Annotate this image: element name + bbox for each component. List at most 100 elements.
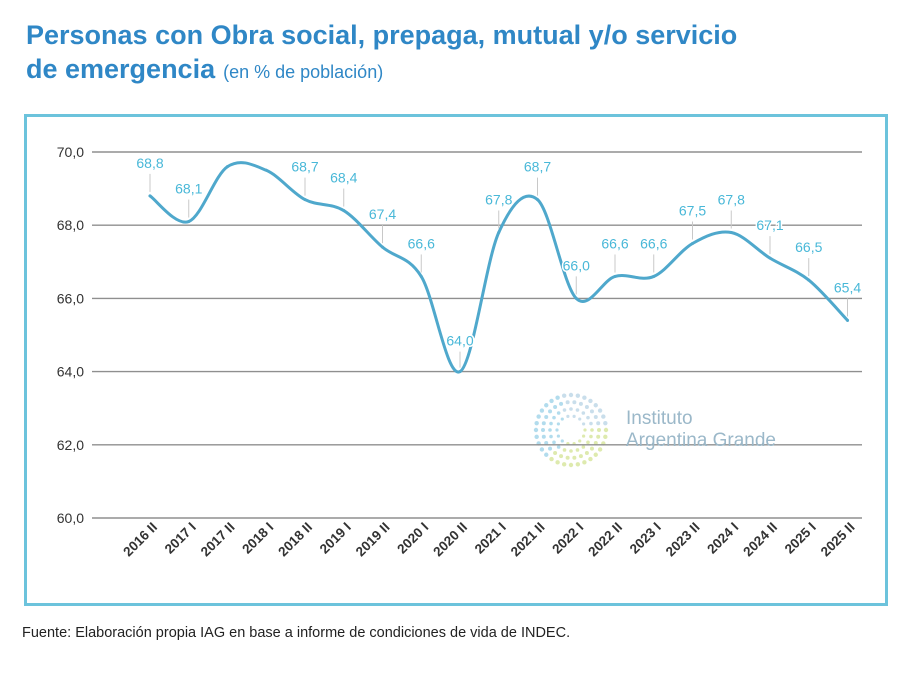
watermark-dot xyxy=(588,398,593,404)
x-tick-label: 2025 II xyxy=(818,520,858,560)
watermark-dot xyxy=(560,439,564,443)
data-point xyxy=(381,245,384,249)
watermark-dot xyxy=(575,393,581,398)
x-tick-label: 2018 II xyxy=(275,520,315,560)
x-tick-label: 2019 II xyxy=(353,520,393,560)
x-tick-label: 2023 I xyxy=(627,520,664,557)
data-point xyxy=(226,165,229,169)
watermark-dot xyxy=(568,392,574,398)
data-label: 68,7 xyxy=(291,159,318,175)
x-tick-label: 2022 II xyxy=(585,520,625,560)
watermark-dot xyxy=(593,452,598,457)
x-tick-label: 2021 II xyxy=(508,520,548,560)
watermark-line1: Instituto xyxy=(626,408,693,429)
watermark-dot xyxy=(562,408,567,412)
watermark-logo-icon xyxy=(533,392,609,468)
watermark-dot xyxy=(590,428,594,432)
watermark-dot xyxy=(536,414,541,419)
watermark-dot xyxy=(549,421,553,426)
x-tick-label: 2024 I xyxy=(704,520,741,557)
data-point xyxy=(187,220,191,224)
watermark-dot xyxy=(603,434,608,440)
data-label: 66,5 xyxy=(795,239,822,255)
watermark-dot xyxy=(582,422,586,426)
data-point xyxy=(303,198,307,202)
x-tick-label: 2025 I xyxy=(782,520,819,557)
watermark-dot xyxy=(565,400,570,405)
watermark-dot xyxy=(556,434,560,438)
watermark-dot xyxy=(549,398,554,404)
watermark-dot xyxy=(569,449,573,453)
x-tick-label: 2024 II xyxy=(740,520,780,560)
data-label: 68,1 xyxy=(175,181,202,197)
data-point xyxy=(342,209,346,213)
watermark-dot xyxy=(539,447,545,452)
watermark-dot xyxy=(544,403,549,408)
chart-title-line1: Personas con Obra social, prepaga, mutua… xyxy=(26,20,738,50)
watermark-dot xyxy=(561,462,567,467)
watermark-dot xyxy=(597,408,603,413)
watermark-dot xyxy=(552,415,556,420)
data-point xyxy=(613,274,617,278)
x-tick-label: 2021 I xyxy=(472,520,509,557)
watermark-dot xyxy=(565,455,570,460)
watermark-line2: Argentina Grande xyxy=(626,430,776,451)
data-point xyxy=(729,231,733,235)
watermark-dot xyxy=(589,409,594,414)
data-label: 67,1 xyxy=(756,217,783,233)
y-tick-label: 60,0 xyxy=(57,510,84,526)
data-label: 67,5 xyxy=(679,203,706,219)
series-line xyxy=(148,161,849,374)
data-point xyxy=(846,318,849,322)
watermark-dot xyxy=(596,421,601,426)
watermark-dot xyxy=(581,411,586,415)
data-label: 67,4 xyxy=(369,206,396,222)
watermark-dot xyxy=(581,445,586,449)
x-tick-label: 2016 II xyxy=(120,520,160,560)
watermark-dot xyxy=(533,427,539,433)
watermark-dot xyxy=(582,395,587,400)
watermark-dot xyxy=(553,404,558,409)
watermark-dot xyxy=(553,451,558,456)
source-note: Fuente: Elaboración propia IAG en base a… xyxy=(22,625,571,641)
watermark-dot xyxy=(556,445,561,449)
x-tick-label: 2023 II xyxy=(663,520,703,560)
watermark-dot xyxy=(555,395,560,400)
watermark-dot xyxy=(582,434,586,438)
data-label: 68,7 xyxy=(524,159,551,175)
x-tick-label: 2018 I xyxy=(239,520,276,557)
chart-title: Personas con Obra social, prepaga, mutua… xyxy=(26,18,737,89)
watermark-dot xyxy=(596,434,601,439)
x-tick-label: 2017 II xyxy=(198,520,238,560)
watermark-dot xyxy=(578,401,583,406)
watermark-dot xyxy=(539,408,545,413)
watermark-dot xyxy=(555,428,559,432)
watermark-dot xyxy=(589,434,593,439)
data-point xyxy=(807,278,811,282)
watermark-dot xyxy=(586,415,590,420)
watermark-dot xyxy=(541,434,546,439)
watermark-dot xyxy=(589,421,593,426)
data-point xyxy=(419,274,423,278)
data-point xyxy=(148,194,152,198)
watermark-dot xyxy=(593,403,598,408)
watermark-dot xyxy=(584,404,589,409)
watermark-dot xyxy=(541,421,546,426)
data-point xyxy=(264,168,268,172)
x-tick-label: 2020 II xyxy=(430,520,470,560)
watermark-dot xyxy=(586,440,590,445)
watermark-dot xyxy=(534,420,539,426)
y-tick-label: 70,0 xyxy=(57,144,84,160)
watermark-dot xyxy=(560,417,564,421)
watermark-dot xyxy=(584,451,589,456)
watermark-dot xyxy=(552,440,556,445)
watermark-dot xyxy=(603,420,608,426)
watermark-dot xyxy=(548,446,553,451)
data-label: 68,4 xyxy=(330,170,357,186)
watermark-dot xyxy=(569,407,573,411)
watermark-dot xyxy=(544,414,549,419)
watermark-dot xyxy=(566,414,570,418)
watermark-dot xyxy=(603,427,609,433)
chart-title-line2: de emergencia (en % de población) xyxy=(26,52,737,89)
